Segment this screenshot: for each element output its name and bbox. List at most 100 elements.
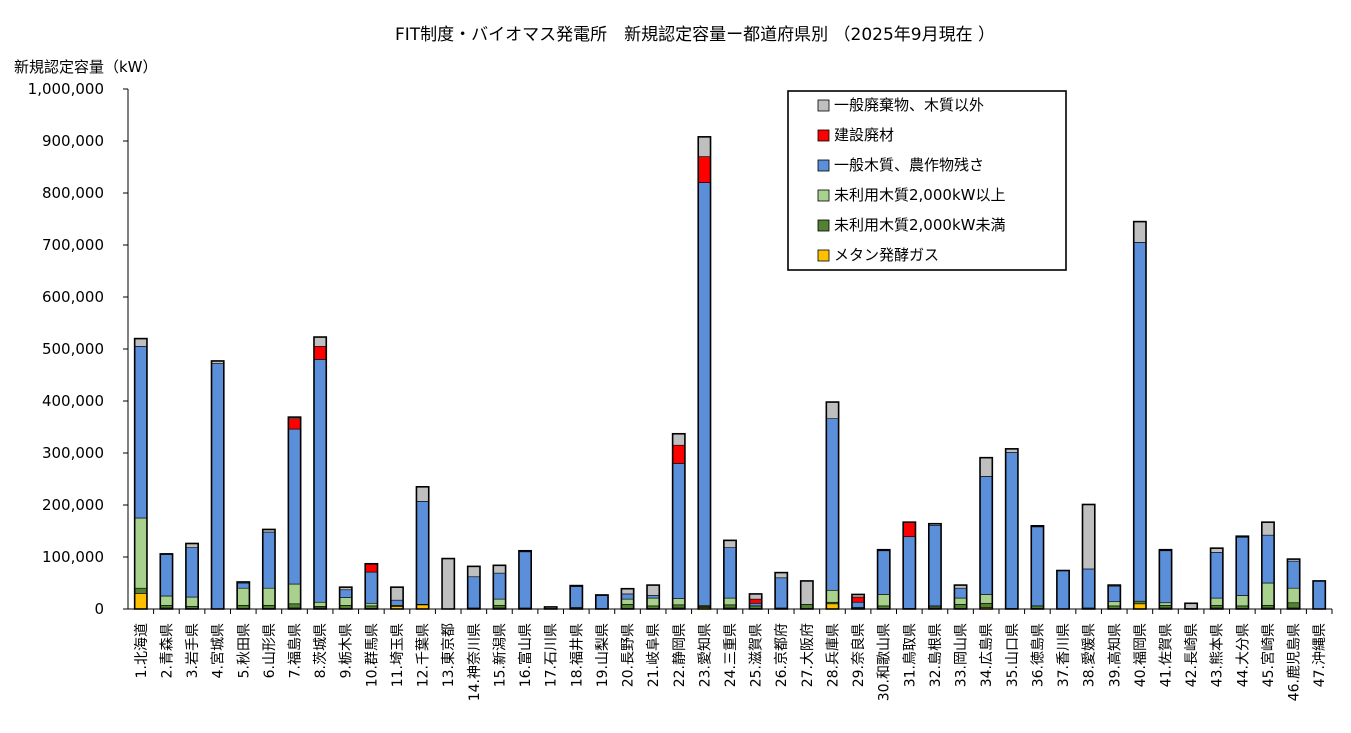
x-tick-label: 14.神奈川県 bbox=[467, 623, 483, 701]
bar-segment bbox=[492, 572, 506, 600]
bar-stack bbox=[1312, 580, 1327, 610]
bar-segment bbox=[928, 524, 942, 607]
bar-segment bbox=[262, 587, 276, 606]
bar-stack bbox=[1004, 448, 1019, 610]
bar-stack bbox=[799, 580, 814, 610]
x-tick-label: 5.秋田県 bbox=[236, 623, 252, 678]
bar-segment bbox=[902, 521, 916, 538]
bar-stack bbox=[825, 401, 840, 610]
legend-label: 未利用木質2,000kW以上 bbox=[834, 186, 1005, 204]
y-tick-label: 900,000 bbox=[42, 132, 104, 150]
bar-stack bbox=[185, 542, 199, 610]
bar-segment bbox=[749, 605, 763, 609]
bar-stack bbox=[671, 432, 686, 610]
bar-segment bbox=[364, 602, 378, 607]
bar-segment bbox=[697, 136, 711, 157]
bar-stack bbox=[518, 549, 533, 610]
y-axis-ticks: 0 100,000 200,000 300,000 400,000 500,000 600,… bbox=[28, 80, 128, 618]
bar-segment bbox=[1210, 552, 1224, 599]
x-tick-label: 18.福井県 bbox=[569, 623, 585, 687]
x-tick-label: 17.石川県 bbox=[544, 623, 560, 687]
bar-segment bbox=[492, 598, 506, 606]
bar-segment bbox=[1030, 526, 1044, 607]
bar-segment bbox=[851, 601, 865, 608]
bar-stack bbox=[466, 565, 481, 610]
bar-stack bbox=[1056, 569, 1070, 610]
bar-segment bbox=[313, 359, 327, 603]
bar-stack bbox=[210, 360, 225, 610]
bar-segment bbox=[646, 597, 660, 607]
bar-segment bbox=[313, 346, 327, 360]
bar-segment bbox=[621, 604, 634, 609]
bar-segment bbox=[1210, 605, 1224, 609]
bar-segment bbox=[1159, 605, 1172, 609]
x-tick-label: 30.和歌山県 bbox=[877, 623, 893, 701]
x-tick-label: 41.佐賀県 bbox=[1158, 623, 1174, 687]
bar-stack bbox=[876, 548, 891, 610]
bar-stack bbox=[1158, 548, 1173, 610]
bar-segment bbox=[467, 576, 481, 609]
bar-segment bbox=[262, 531, 276, 589]
bar-segment bbox=[364, 571, 378, 604]
x-tick-label: 39.高知県 bbox=[1106, 623, 1123, 687]
bar-segment bbox=[979, 594, 993, 604]
bar-stack bbox=[415, 485, 430, 610]
y-tick-label: 200,000 bbox=[42, 496, 104, 514]
y-tick-label: 300,000 bbox=[42, 444, 104, 462]
bar-segment bbox=[877, 594, 891, 607]
x-tick-label: 23.愛知県 bbox=[696, 623, 713, 687]
bar-segment bbox=[339, 589, 353, 598]
bar-stack bbox=[1030, 524, 1045, 610]
y-tick-label: 1,000,000 bbox=[28, 80, 104, 98]
x-tick-label: 16.富山県 bbox=[517, 623, 534, 687]
bar-segment bbox=[646, 584, 660, 596]
bar-segment bbox=[749, 602, 763, 607]
x-tick-label: 37.香川県 bbox=[1056, 623, 1072, 687]
x-tick-label: 11.埼玉県 bbox=[390, 623, 406, 687]
bar-segment bbox=[1235, 536, 1249, 596]
bar-stack bbox=[133, 337, 148, 610]
bar-segment bbox=[390, 586, 404, 601]
x-tick-label: 3.岩手県 bbox=[185, 623, 201, 678]
bar-stack bbox=[748, 593, 763, 610]
bar-segment bbox=[1082, 568, 1096, 609]
bar-segment bbox=[134, 346, 148, 519]
x-tick-label: 19.山梨県 bbox=[595, 623, 611, 687]
bar-segment bbox=[697, 156, 711, 183]
bar-segment bbox=[364, 605, 378, 609]
bar-segment bbox=[313, 601, 327, 607]
legend-label: 一般木質、農作物残さ bbox=[834, 156, 984, 174]
bar-stack bbox=[1209, 547, 1224, 610]
x-tick-label: 43.熊本県 bbox=[1210, 623, 1226, 687]
bar-segment bbox=[1287, 560, 1301, 589]
bar-stack bbox=[594, 594, 609, 610]
bar-segment bbox=[826, 418, 839, 591]
bar-segment bbox=[185, 547, 199, 598]
legend-box bbox=[787, 90, 1067, 271]
bars bbox=[133, 136, 1327, 610]
x-tick-label: 6.山形県 bbox=[262, 623, 278, 678]
bar-segment bbox=[621, 593, 634, 600]
x-tick-label: 2.青森県 bbox=[159, 623, 175, 678]
legend-swatch bbox=[817, 219, 830, 232]
bar-segment bbox=[416, 501, 430, 605]
bar-segment bbox=[723, 597, 737, 606]
bar-segment bbox=[1030, 605, 1044, 609]
legend-label: 建設廃材 bbox=[834, 126, 894, 144]
bar-segment bbox=[979, 476, 993, 595]
x-tick-label: 9.栃木県 bbox=[339, 623, 355, 678]
x-tick-label: 29.奈良県 bbox=[851, 623, 867, 687]
bar-segment bbox=[288, 428, 301, 585]
bar-segment bbox=[1210, 597, 1224, 606]
bar-stack bbox=[569, 584, 584, 610]
bar-segment bbox=[159, 554, 173, 597]
x-tick-label: 4.宮城県 bbox=[211, 623, 227, 678]
legend-swatch bbox=[817, 249, 830, 262]
bar-segment bbox=[954, 597, 968, 605]
bar-segment bbox=[1159, 602, 1172, 606]
bar-segment bbox=[236, 582, 250, 589]
bar-segment bbox=[1005, 452, 1019, 609]
bar-segment bbox=[723, 540, 737, 548]
bar-segment bbox=[954, 604, 968, 609]
bar-stack bbox=[902, 521, 917, 610]
